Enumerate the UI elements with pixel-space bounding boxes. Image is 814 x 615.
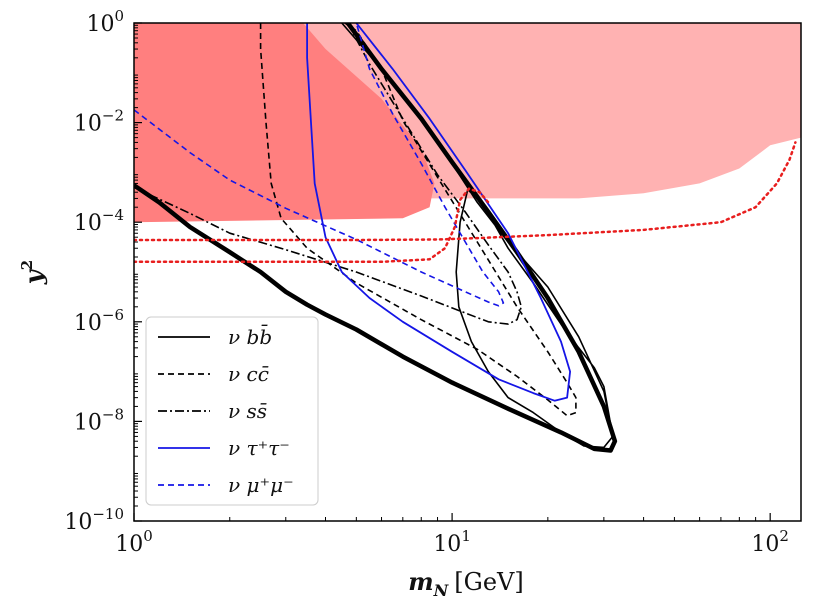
x-axis-label-symbol: m — [408, 567, 433, 596]
curve-nu-mumu — [134, 23, 505, 307]
curve-red-dotted-lower — [134, 187, 490, 264]
x-tick-exponent: 1 — [461, 527, 471, 545]
x-tick-base: 10 — [115, 532, 143, 557]
x-tick-label: 101 — [433, 527, 471, 557]
x-axis-label-subscript: N — [433, 581, 450, 600]
y-axis-label: y2 — [18, 260, 48, 285]
legend-label: ν bb̄ — [228, 324, 272, 349]
x-tick-base: 10 — [433, 532, 461, 557]
x-tick-label: 102 — [751, 527, 789, 557]
y-tick-base: 10 — [74, 311, 102, 336]
y-tick-exponent: −8 — [102, 405, 124, 423]
y-tick-base: 10 — [86, 12, 114, 37]
legend-label: ν ss̄ — [228, 399, 267, 423]
plot-frame — [133, 22, 802, 522]
legend-label: ν cc̄ — [228, 362, 269, 386]
legend-label: ν τ⁺τ⁻ — [228, 436, 290, 460]
exclusion-regions — [134, 23, 801, 223]
x-axis-label-unit: [GeV] — [454, 568, 523, 596]
y-tick-base: 10 — [74, 211, 102, 236]
y-tick-exponent: 0 — [114, 7, 124, 25]
y-tick-exponent: −6 — [102, 306, 124, 324]
y-tick-exponent: −2 — [102, 107, 124, 125]
y-axis-label-superscript: 2 — [18, 260, 36, 270]
y-axis-label-symbol: y — [19, 268, 48, 285]
curve-dash-dot-lower — [134, 23, 523, 325]
y-tick-label: 10−2 — [74, 107, 124, 137]
region-dark-exclusion — [134, 23, 435, 223]
curve-nu-cc — [259, 23, 577, 417]
x-axis-label: mN [GeV] — [408, 567, 523, 600]
legend-box — [145, 316, 319, 506]
x-tick-exponent: 2 — [779, 527, 789, 545]
y-tick-label: 10−6 — [74, 306, 124, 336]
y-tick-label: 100 — [86, 7, 124, 37]
y-tick-label: 10−8 — [74, 405, 124, 435]
y-tick-exponent: −4 — [102, 206, 124, 224]
y-tick-label: 10−4 — [74, 206, 124, 236]
x-tick-exponent: 0 — [143, 527, 153, 545]
y-tick-base: 10 — [74, 112, 102, 137]
x-tick-base: 10 — [751, 532, 779, 557]
y-tick-base: 10 — [74, 410, 102, 435]
y-tick-exponent: −10 — [92, 505, 124, 523]
contour-curves — [134, 23, 797, 453]
x-axis-ticks: 100 101 102 — [115, 513, 789, 557]
y-tick-base: 10 — [64, 510, 92, 535]
y-tick-label: 10−10 — [64, 505, 124, 535]
curve-red-dotted-upper — [134, 141, 797, 242]
legend: ν bb̄ ν cc̄ ν ss̄ ν τ⁺τ⁻ ν μ⁺μ⁻ — [145, 316, 319, 506]
legend-label: ν μ⁺μ⁻ — [228, 473, 294, 497]
curve-nu-bb — [341, 23, 614, 449]
x-tick-label: 100 — [115, 527, 153, 557]
